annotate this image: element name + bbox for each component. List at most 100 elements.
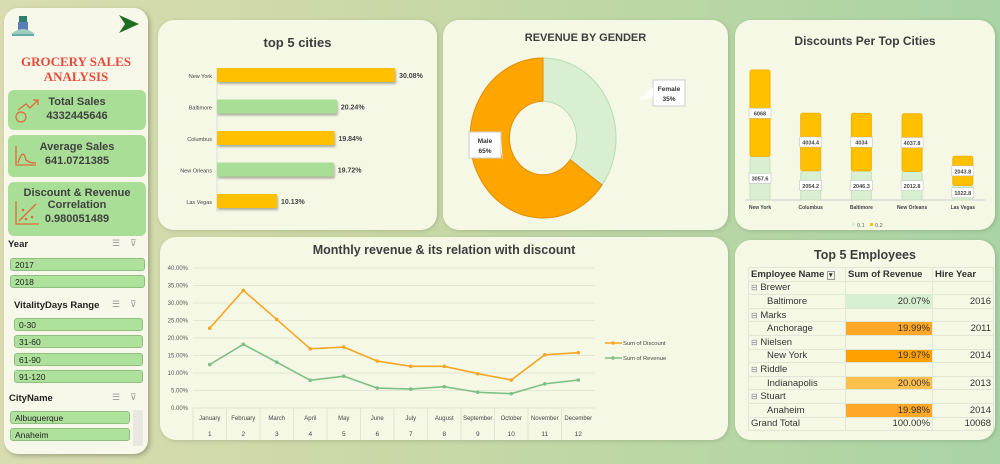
data-point (375, 359, 380, 363)
category-label: Baltimore (850, 205, 873, 211)
bar (217, 131, 335, 145)
data-label: 1022.8 (954, 191, 971, 197)
slicer-item[interactable]: Albuquerque (10, 411, 130, 424)
clear-filter-icon[interactable]: ⊽ (130, 392, 137, 402)
data-label: 19.84% (338, 136, 363, 143)
filter-icon[interactable]: ▾ (827, 270, 835, 280)
category-label: Las Vegas (186, 200, 212, 206)
collapse-icon[interactable]: ⊟ (751, 310, 758, 320)
employee-city-row: Anaheim 19.98% 2014 (748, 402, 994, 418)
category-label: New Orleans (180, 169, 212, 175)
x-number-label: 7 (409, 431, 413, 438)
data-label: 2012.8 (904, 184, 921, 190)
data-point (408, 364, 413, 369)
legend-label: Sum of Revenue (623, 356, 666, 362)
y-tick-label: 20.00% (168, 336, 189, 342)
logo-icon (11, 16, 35, 36)
x-month-label: October (501, 416, 522, 422)
navigate-arrow-icon[interactable] (118, 14, 140, 34)
bar (217, 99, 337, 114)
employee-group-row[interactable]: ⊟ Riddle (748, 362, 994, 377)
data-point (375, 386, 380, 390)
data-point (442, 364, 447, 369)
category-label: Columbus (798, 205, 823, 211)
slicer-item[interactable]: Anaheim (10, 428, 130, 441)
data-label: 2054.2 (802, 184, 819, 190)
x-number-label: 2 (241, 431, 245, 438)
y-tick-label: 10.00% (168, 371, 189, 377)
data-callout (468, 131, 502, 159)
x-month-label: July (405, 416, 416, 422)
category-label: Columbus (187, 137, 212, 143)
callout-pointer (638, 88, 653, 100)
slicer-item[interactable]: 2017 (10, 258, 145, 271)
monthly-title: Monthly revenue & its relation with disc… (312, 243, 576, 257)
employee-group-row[interactable]: ⊟ Stuart (748, 389, 994, 404)
callout-name: Male (478, 138, 493, 145)
grand-total-revenue: 100.00% (845, 416, 933, 432)
data-point (576, 350, 581, 355)
collapse-icon[interactable]: ⊟ (751, 392, 758, 402)
x-number-label: 10 (508, 431, 516, 438)
employees-card: Top 5 Employees Employee Name ▾ Sum of R… (735, 240, 995, 440)
scatter-icon (15, 201, 39, 225)
x-month-label: January (199, 416, 220, 422)
x-month-label: April (304, 416, 316, 422)
data-point (542, 382, 547, 386)
data-label: 4034 (855, 141, 868, 147)
y-tick-label: 5.00% (171, 389, 189, 395)
x-number-label: 6 (375, 431, 379, 438)
data-point (341, 345, 346, 349)
discounts-chart: 3057.6 6068 New York 2054.2 4034.4 Columbus 20… (745, 69, 985, 229)
kpi-average-sales: Average Sales 641.0721385 (8, 135, 146, 177)
slicer-item[interactable]: 31-60 (14, 335, 143, 348)
slicer-item[interactable]: 2018 (10, 275, 145, 288)
data-label: 4037.8 (904, 141, 921, 147)
slicer-item[interactable]: 91-120 (14, 370, 143, 383)
multi-select-icon[interactable]: ☰ (112, 238, 121, 248)
employee-group-row[interactable]: ⊟ Nielsen (748, 334, 994, 350)
x-month-label: February (231, 416, 255, 422)
data-point (241, 342, 246, 347)
collapse-icon[interactable]: ⊟ (751, 283, 758, 293)
bar (217, 194, 277, 208)
collapse-icon[interactable]: ⊟ (751, 364, 758, 374)
x-month-label: June (371, 416, 385, 422)
data-point (207, 326, 212, 330)
data-point (308, 378, 313, 383)
collapse-icon[interactable]: ⊟ (751, 337, 758, 347)
employee-group-row[interactable]: ⊟ Brewer (748, 280, 994, 296)
x-month-label: August (435, 416, 454, 422)
discounts-card: Discounts Per Top Cities 3057.6 6068 New Y… (735, 20, 995, 230)
series-line-1 (209, 343, 579, 395)
data-point (408, 387, 413, 391)
x-number-label: 9 (476, 431, 480, 438)
header-employee-name[interactable]: Employee Name ▾ (748, 267, 846, 282)
employee-city-row: Indianapolis 20.00% 2013 (748, 375, 994, 391)
data-point (509, 378, 514, 382)
callout-value: 35% (662, 96, 675, 103)
multi-select-icon[interactable]: ☰ (112, 392, 121, 402)
category-label: Baltimore (189, 106, 212, 112)
clear-filter-icon[interactable]: ⊽ (130, 299, 137, 309)
data-label-box (900, 180, 924, 191)
multi-select-icon[interactable]: ☰ (112, 299, 121, 309)
data-label-box (850, 136, 873, 148)
data-label-box (799, 136, 822, 148)
monthly-card: Monthly revenue & its relation with disc… (160, 237, 728, 440)
data-label-box (951, 187, 975, 198)
employee-city-row: New York 19.97% 2014 (748, 348, 994, 364)
legend-marker (611, 356, 615, 360)
data-point (509, 391, 514, 396)
data-label: 19.72% (338, 168, 363, 175)
slicer-vitality-title: VitalityDays Range (14, 300, 100, 311)
employee-group-row[interactable]: ⊟ Marks (748, 307, 994, 323)
donut-slice-male (469, 57, 603, 219)
slicer-item[interactable]: 61-90 (14, 353, 143, 366)
slicer-item[interactable]: 0-30 (14, 318, 143, 331)
data-label-box (850, 180, 873, 191)
legend-label: 0.2 (875, 223, 883, 229)
money-growth-icon (15, 99, 39, 123)
slicer-scrollbar[interactable] (133, 410, 143, 446)
clear-filter-icon[interactable]: ⊽ (130, 238, 137, 248)
